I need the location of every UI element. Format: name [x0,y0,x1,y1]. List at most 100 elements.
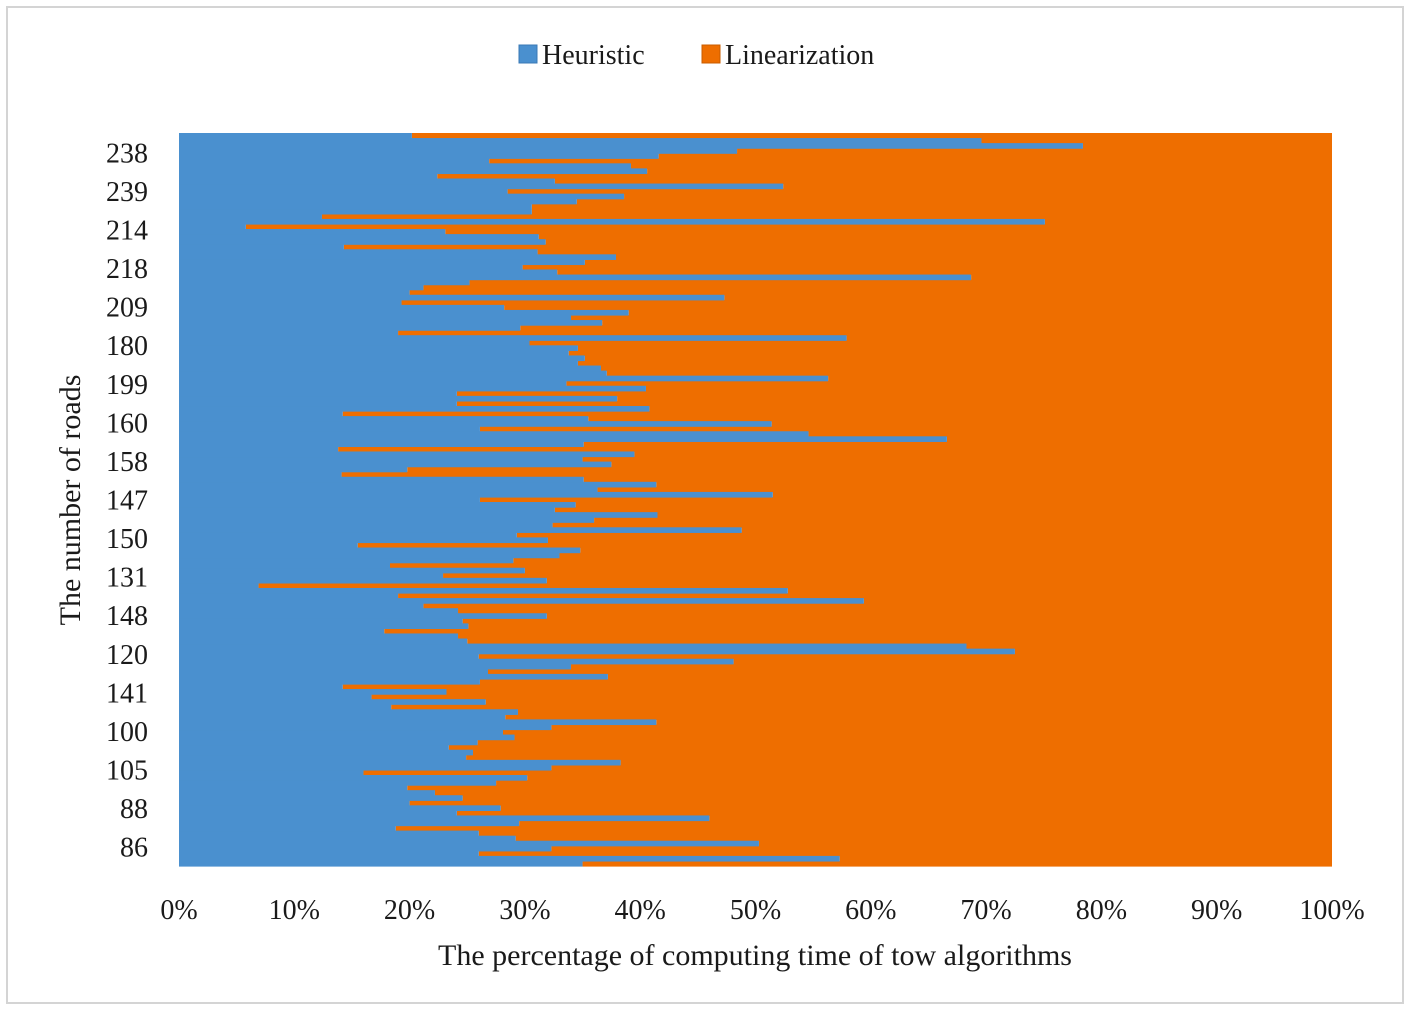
bar-linearization [551,845,1332,852]
bar-heuristic [179,390,457,397]
x-tick-label: 70% [960,895,1011,926]
bar-linearization [597,486,1332,493]
bar-heuristic [179,148,738,154]
y-axis-ticks: 86 88 105 100 141 120 148 131 150 147 158 160 199 180… [106,138,148,863]
bar-heuristic [179,168,648,175]
bar-heuristic [179,400,457,407]
bar-heuristic [179,456,583,463]
bar-linearization [478,830,1332,837]
bar-linearization [1082,143,1332,149]
bar-linearization [489,158,1333,164]
bar-linearization [407,466,1332,473]
bar-heuristic [179,512,658,518]
bar-heuristic [179,208,532,215]
bar-heuristic [179,254,616,260]
bar-heuristic [179,587,788,594]
bar-heuristic [179,719,657,726]
bar-linearization [467,638,1332,645]
y-tick-label: 209 [106,293,148,324]
bar-heuristic [179,572,444,579]
bar-linearization [772,491,1332,498]
bar-heuristic [179,668,489,675]
y-tick-label: 88 [120,794,148,825]
bar-linearization [582,860,1332,867]
bar-linearization [576,198,1332,205]
bar-linearization [469,279,1332,286]
bar-linearization [582,456,1332,463]
bar-linearization [527,775,1332,781]
bar-linearization [477,739,1332,746]
bar-heuristic [179,436,947,442]
x-tick-label: 90% [1191,895,1242,926]
bar-linearization [357,542,1333,549]
y-tick-label: 180 [106,331,148,362]
bar-heuristic [179,294,725,301]
y-tick-label: 100 [106,717,148,748]
bar-heuristic [179,593,399,599]
bar-heuristic [179,754,467,761]
bar-linearization [1044,218,1332,225]
bar-linearization [971,274,1332,281]
bar-linearization [863,598,1332,604]
bar-heuristic [179,577,547,584]
bar-heuristic [179,658,734,665]
bar-heuristic [179,203,532,210]
bar-linearization [343,244,1332,250]
bar-heuristic [179,284,424,291]
bar-heuristic [179,542,358,549]
bar-linearization [546,613,1332,619]
bar-heuristic [179,532,517,539]
bar-heuristic [179,375,829,382]
bar-linearization [966,643,1332,650]
x-tick-label: 40% [615,895,666,926]
bar-linearization [458,633,1332,640]
bar-heuristic [179,613,547,619]
y-tick-label: 120 [106,640,148,671]
bar-heuristic [179,213,322,220]
bar-linearization [389,562,1332,569]
bar-linearization [479,496,1333,503]
bar-linearization [258,582,1332,589]
bar-heuristic [179,249,538,255]
bar-linearization [423,284,1332,291]
bar-heuristic [179,855,840,862]
bar-heuristic [179,552,560,559]
bar-linearization [321,213,1332,220]
bar-heuristic [179,416,589,422]
bar-linearization [568,350,1332,357]
bar-heuristic [179,764,552,771]
bar-linearization [338,446,1332,453]
bar-heuristic [179,795,463,801]
bar-heuristic [179,446,339,453]
bar-heuristic [179,259,585,266]
bar-heuristic [179,486,598,493]
bar-linearization [371,694,1332,700]
bar-linearization [557,269,1332,276]
bar-linearization [839,855,1332,862]
bar-heuristic [179,633,459,640]
bar-linearization [496,780,1332,786]
bar-heuristic [179,309,629,316]
legend: Heuristic Linearization [518,40,874,71]
bar-linearization [709,815,1332,822]
bar-linearization [513,557,1332,564]
bar-linearization [522,264,1332,271]
bar-heuristic [179,608,459,614]
bar-heuristic [179,689,447,695]
bar-linearization [502,729,1332,736]
bar-heuristic [179,527,742,533]
bar-linearization [341,471,1332,478]
bar-linearization [342,411,1332,417]
bar-heuristic [179,471,342,478]
bar-linearization [617,395,1332,402]
bar-heuristic [179,648,1015,655]
bar-linearization [787,587,1332,594]
bar-linearization [363,769,1333,776]
bar-heuristic [179,269,558,276]
y-axis-title: The number of roads [54,375,87,626]
bar-heuristic [179,820,520,827]
bar-heuristic [179,825,396,832]
bar-linearization [588,416,1332,422]
legend-label-linearization: Linearization [725,40,874,71]
bar-linearization [758,840,1332,847]
